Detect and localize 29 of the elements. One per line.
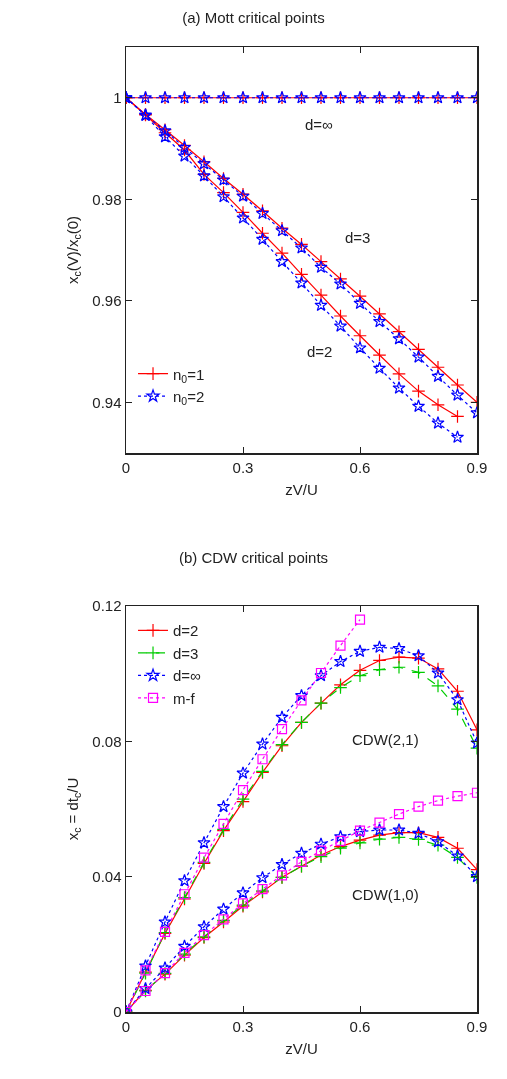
legend-label: d=2 xyxy=(173,622,199,640)
x-axis-title: zV/U xyxy=(285,1040,318,1058)
y-tick-label: 0.96 xyxy=(92,292,122,309)
annotation: CDW(1,0) xyxy=(352,886,419,903)
y-tick-label: 0 xyxy=(113,1003,122,1021)
x-tick-label: 0.3 xyxy=(232,1017,254,1035)
y-tick-label: 0.08 xyxy=(92,732,122,750)
y-tick-label: 1 xyxy=(113,89,122,106)
x-tick-label: 0.9 xyxy=(466,1017,488,1035)
chart-title: (b) CDW critical points xyxy=(178,549,329,567)
y-tick-label: 0.04 xyxy=(92,867,122,885)
y-tick-label: 0.12 xyxy=(92,597,122,615)
chart-title: (a) Mott critical points xyxy=(182,9,325,27)
legend-label: n$_{0}$=2 xyxy=(173,388,205,408)
legend-label: d=3 xyxy=(173,644,199,662)
annotation: d=2 xyxy=(307,343,333,360)
annotation: d=3 xyxy=(345,229,371,246)
y-tick-label: 0.98 xyxy=(92,190,122,208)
x-tick-label: 0.9 xyxy=(466,458,488,476)
x-tick-label: 0.3 xyxy=(232,458,254,476)
legend-label: d=∞ xyxy=(173,667,202,685)
x-axis-title: zV/U xyxy=(285,481,318,499)
legend-label: m-f xyxy=(173,689,196,707)
x-tick-label: 0.6 xyxy=(349,1017,371,1035)
annotation: d=∞ xyxy=(305,116,334,133)
x-tick-label: 0.6 xyxy=(349,458,371,476)
y-tick-label: 0.94 xyxy=(92,393,122,411)
annotation: CDW(2,1) xyxy=(352,731,419,748)
legend-label: n$_{0}$=1 xyxy=(173,365,205,385)
